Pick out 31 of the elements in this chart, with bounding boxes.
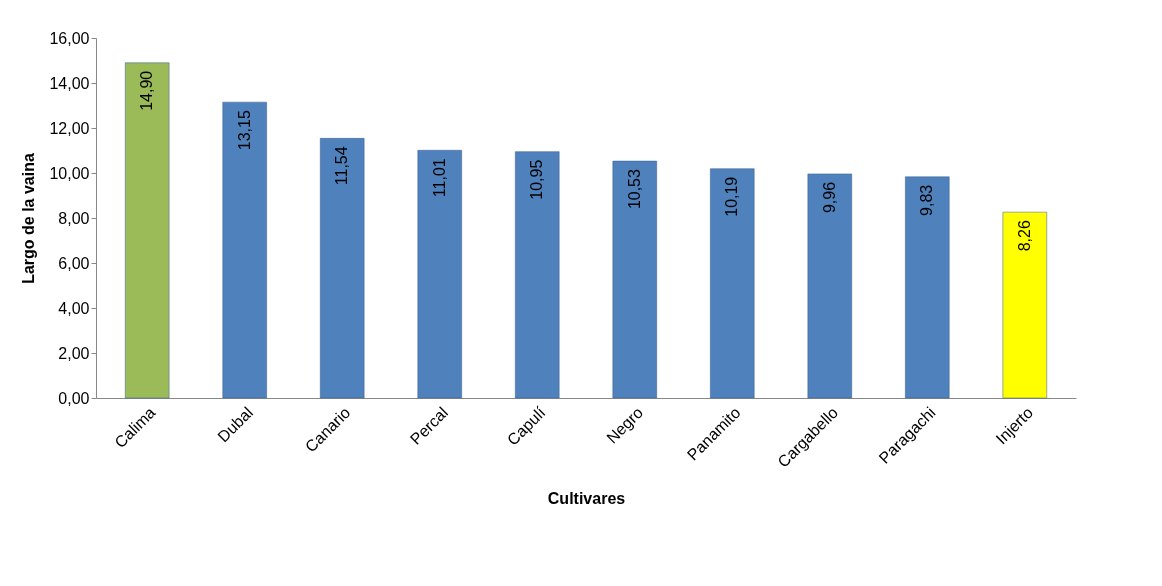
bar (320, 138, 365, 399)
y-tick-label: 10,00 (49, 164, 90, 182)
bar (612, 160, 657, 399)
y-tick-label: 16,00 (49, 29, 90, 47)
y-tick-label: 4,00 (58, 299, 90, 317)
data-label: 13,15 (235, 110, 253, 151)
y-tick-label: 0,00 (58, 389, 90, 407)
y-tick-label: 12,00 (49, 119, 90, 137)
data-label: 14,90 (138, 70, 156, 111)
data-label: 9,96 (820, 181, 838, 214)
bar (417, 150, 462, 399)
data-label: 11,54 (333, 146, 351, 186)
data-label: 8,26 (1015, 220, 1033, 252)
y-tick-label: 14,00 (49, 74, 90, 92)
bar (905, 176, 950, 399)
data-label: 10,53 (625, 168, 643, 210)
y-tick-label: 2,00 (58, 344, 90, 362)
data-label: 10,19 (723, 176, 741, 217)
y-tick-label: 6,00 (58, 254, 90, 272)
y-axis-title: Largo de la vaina (20, 153, 38, 284)
bar (710, 168, 755, 399)
bar (125, 62, 170, 399)
data-label: 11,01 (430, 158, 448, 198)
x-axis-title: Cultivares (547, 489, 626, 507)
data-label: 10,95 (528, 159, 546, 200)
bar (515, 151, 560, 399)
y-tick-label: 8,00 (58, 209, 90, 227)
bar (222, 101, 267, 399)
bar (1002, 211, 1047, 399)
bar (807, 173, 852, 399)
data-label: 9,83 (918, 184, 936, 216)
